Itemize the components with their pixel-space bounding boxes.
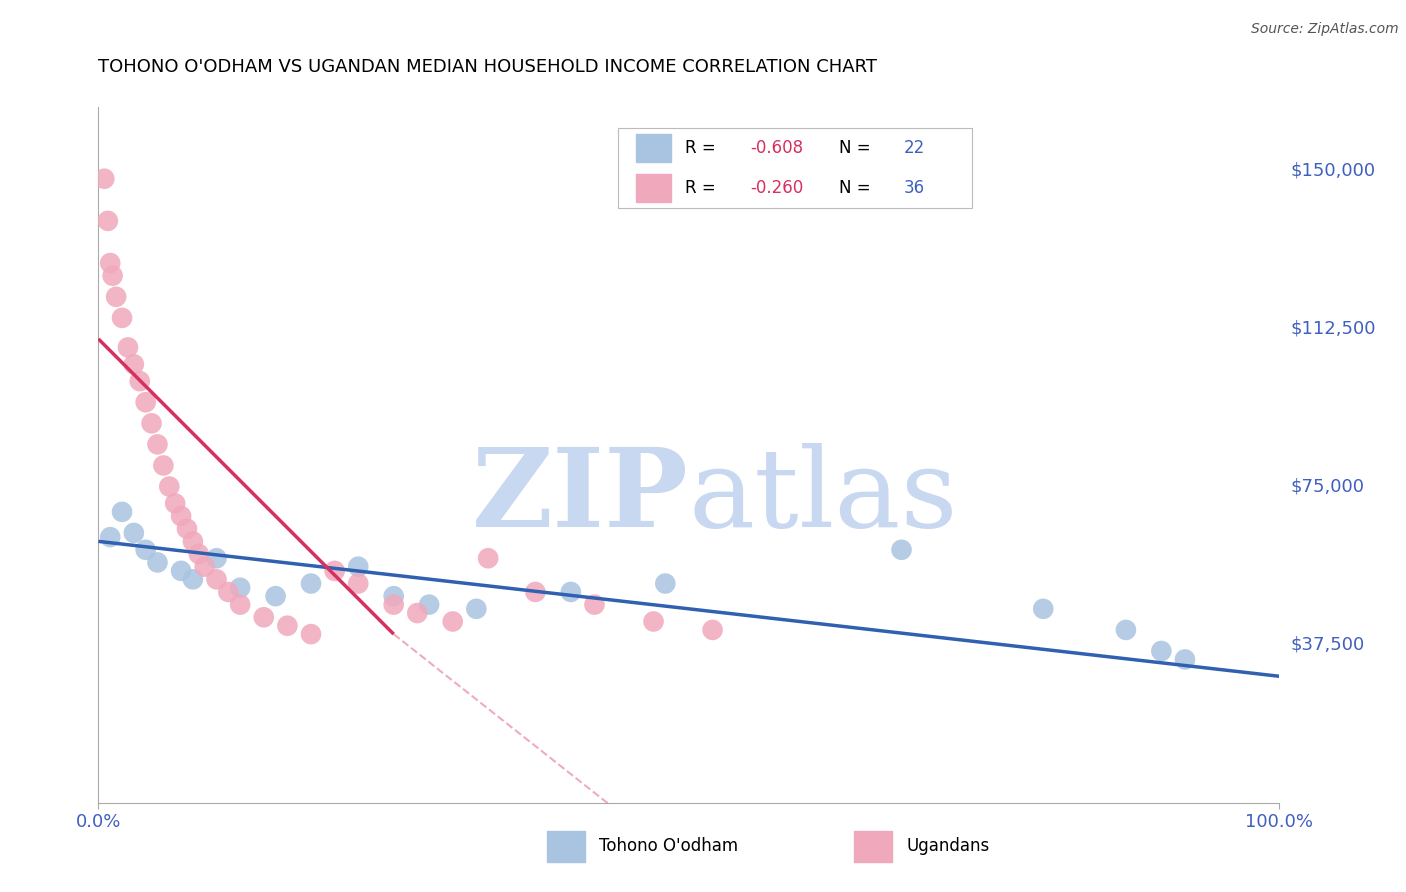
Point	[122, 357, 145, 371]
Text: N =: N =	[839, 139, 876, 157]
Text: Tohono O'odham: Tohono O'odham	[599, 838, 738, 855]
Point	[643, 615, 665, 629]
Text: TOHONO O'ODHAM VS UGANDAN MEDIAN HOUSEHOLD INCOME CORRELATION CHART: TOHONO O'ODHAM VS UGANDAN MEDIAN HOUSEHO…	[98, 58, 877, 76]
Point	[264, 589, 287, 603]
FancyBboxPatch shape	[855, 830, 891, 862]
Point	[111, 505, 134, 519]
Point	[477, 551, 499, 566]
Point	[441, 615, 464, 629]
Point	[176, 522, 198, 536]
Point	[205, 551, 228, 566]
Point	[382, 598, 405, 612]
Point	[890, 542, 912, 557]
Point	[170, 509, 193, 524]
Point	[1150, 644, 1173, 658]
Text: 22: 22	[904, 139, 925, 157]
Point	[128, 374, 150, 388]
Point	[141, 417, 163, 431]
Point	[122, 525, 145, 540]
Point	[105, 290, 128, 304]
Text: ZIP: ZIP	[472, 443, 689, 550]
Point	[194, 559, 217, 574]
Point	[229, 581, 252, 595]
Point	[276, 618, 298, 632]
Point	[347, 576, 370, 591]
Text: atlas: atlas	[689, 443, 959, 550]
Text: $112,500: $112,500	[1291, 319, 1376, 337]
Point	[299, 627, 322, 641]
Text: Ugandans: Ugandans	[907, 838, 990, 855]
FancyBboxPatch shape	[636, 174, 671, 202]
Point	[560, 585, 582, 599]
Point	[347, 559, 370, 574]
Point	[135, 542, 157, 557]
Point	[217, 585, 239, 599]
Point	[135, 395, 157, 409]
Text: $75,000: $75,000	[1291, 477, 1365, 496]
Point	[146, 437, 169, 451]
Point	[418, 598, 440, 612]
Point	[97, 214, 120, 228]
Text: -0.260: -0.260	[751, 179, 804, 197]
Point	[146, 556, 169, 570]
Point	[101, 268, 124, 283]
Point	[93, 171, 115, 186]
Text: -0.608: -0.608	[751, 139, 803, 157]
Text: Source: ZipAtlas.com: Source: ZipAtlas.com	[1251, 22, 1399, 37]
Point	[98, 530, 121, 544]
Text: $37,500: $37,500	[1291, 636, 1365, 654]
FancyBboxPatch shape	[619, 128, 973, 208]
Point	[205, 572, 228, 586]
Point	[253, 610, 276, 624]
Point	[117, 340, 139, 354]
FancyBboxPatch shape	[547, 830, 585, 862]
Point	[702, 623, 724, 637]
Point	[229, 598, 252, 612]
Point	[98, 256, 121, 270]
Point	[524, 585, 547, 599]
Point	[181, 572, 204, 586]
Point	[157, 479, 180, 493]
Point	[583, 598, 606, 612]
Point	[187, 547, 209, 561]
Text: R =: R =	[685, 179, 721, 197]
Point	[1032, 602, 1054, 616]
Text: 36: 36	[904, 179, 925, 197]
Text: $150,000: $150,000	[1291, 161, 1375, 179]
Point	[299, 576, 322, 591]
Point	[382, 589, 405, 603]
Point	[654, 576, 676, 591]
Point	[323, 564, 346, 578]
Point	[1115, 623, 1137, 637]
Point	[170, 564, 193, 578]
Point	[152, 458, 174, 473]
Point	[406, 606, 429, 620]
Point	[465, 602, 488, 616]
Point	[1174, 652, 1197, 666]
Point	[181, 534, 204, 549]
Point	[165, 496, 187, 510]
Text: R =: R =	[685, 139, 721, 157]
FancyBboxPatch shape	[636, 134, 671, 161]
Text: N =: N =	[839, 179, 876, 197]
Point	[111, 310, 134, 325]
